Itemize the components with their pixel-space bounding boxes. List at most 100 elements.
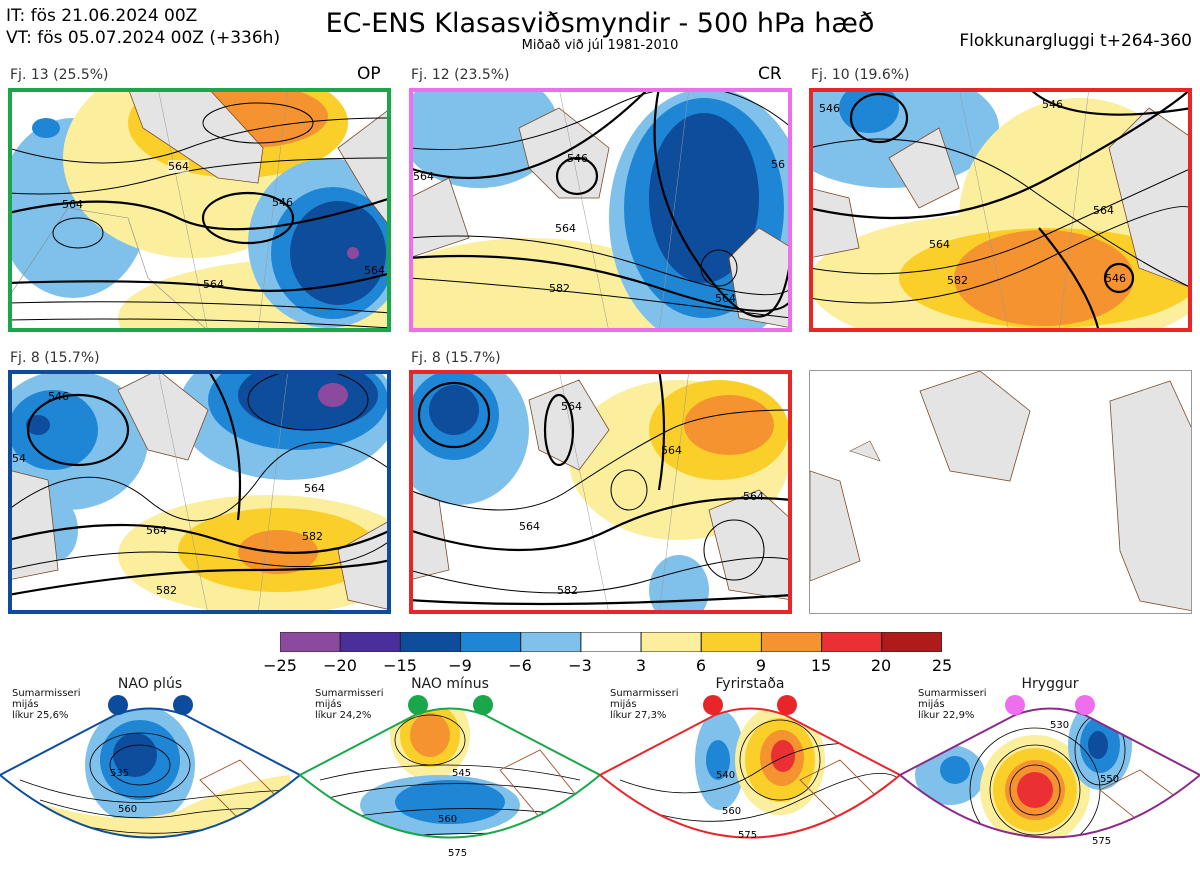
contour-label: 564 (413, 170, 434, 183)
page-title: EC-ENS Klasasviðsmyndir - 500 hPa hæð (325, 8, 875, 39)
contour-label: 560 (722, 806, 742, 817)
regime-1-field (19, 708, 300, 838)
contour-label: 564 (743, 490, 764, 503)
cluster-2-tag: CR (758, 64, 782, 84)
cluster-4-label: Fj. 8 (15.7%) (10, 350, 100, 366)
cluster-map-2: 546 564 564 582 564 56 (409, 88, 792, 332)
contour-label: 582 (549, 282, 570, 295)
contour-label: 564 (519, 520, 540, 533)
contour-label: 564 (661, 444, 682, 457)
regime-1-name: NAO plús (117, 676, 183, 692)
contour-label: 545 (452, 768, 472, 779)
regime-4-info: Sumarmisseri mijás líkur 22,9% (918, 688, 987, 721)
cluster-2-label: Fj. 12 (23.5%) (411, 67, 510, 83)
contour-label: 564 (146, 524, 167, 537)
colorbar-tick: 9 (755, 656, 767, 675)
colorbar-tick: −9 (448, 656, 472, 675)
cluster-3-field (809, 88, 1192, 332)
colorbar-tick: 6 (695, 656, 707, 675)
regime-maps (0, 695, 1200, 839)
cluster-map-5: 564 564 564 564 582 (409, 370, 792, 614)
colorbar-swatch (640, 631, 702, 653)
contour-label: 582 (557, 584, 578, 597)
page-subtitle: Miðað við júl 1981-2010 (521, 38, 679, 53)
contour-label: 546 (567, 152, 588, 165)
contour-label: 564 (715, 292, 736, 305)
contour-label: 564 (555, 222, 576, 235)
contour-label: 564 (929, 238, 950, 251)
cluster-1-label: Fj. 13 (25.5%) (10, 67, 109, 83)
colorbar-tick: 25 (931, 656, 953, 675)
contour-label: 546 (1042, 98, 1063, 111)
colorbar-swatch (520, 631, 582, 653)
colorbar-tick: −6 (508, 656, 532, 675)
contour-label: 564 (304, 482, 325, 495)
contour-label: 564 (203, 278, 224, 291)
contour-label: 546 (1105, 272, 1126, 285)
colorbar-swatch (821, 631, 883, 653)
colorbar-tick: −3 (568, 656, 592, 675)
cluster-3-label: Fj. 10 (19.6%) (811, 67, 910, 83)
contour-label: 546 (272, 196, 293, 209)
colorbar-swatch (700, 631, 762, 653)
cluster-map-1: 564 546 564 564 564 (8, 88, 391, 332)
contour-label: 564 (561, 400, 582, 413)
regime-4-field (915, 708, 1181, 838)
colorbar-swatch (399, 631, 462, 653)
contour-label: 535 (110, 768, 130, 779)
cluster-window: Flokkunargluggi t+264-360 (959, 31, 1192, 51)
regime-4-name: Hryggur (1021, 676, 1079, 692)
cluster-5-label: Fj. 8 (15.7%) (411, 350, 501, 366)
regime-2-info: Sumarmisseri mijás líkur 24,2% (315, 688, 384, 721)
contour-label: 546 (819, 102, 840, 115)
contour-label: 56 (771, 158, 785, 171)
cluster-1-tag: OP (357, 64, 381, 84)
cluster-map-4: 546 564 564 582 582 54 (8, 370, 391, 614)
contour-label: 54 (12, 452, 26, 465)
contour-label: 575 (1092, 836, 1112, 847)
contour-label: 560 (438, 814, 458, 825)
colorbar-swatch (339, 631, 401, 653)
contour-label: 564 (1093, 204, 1114, 217)
colorbar-swatch (460, 631, 522, 653)
contour-label: 575 (448, 848, 468, 859)
colorbar-tick: −25 (263, 656, 297, 675)
cluster-1-field (8, 88, 391, 332)
regime-3-name: Fyrirstaða (715, 676, 785, 692)
contour-label: 560 (118, 804, 138, 815)
contour-label: 582 (156, 584, 177, 597)
colorbar-tick: −15 (383, 656, 417, 675)
contour-label: 564 (62, 198, 83, 211)
cluster-5-field (409, 370, 792, 614)
contour-label: 540 (716, 770, 736, 781)
regime-3-field (619, 708, 900, 838)
cluster-4-field (8, 370, 391, 614)
colorbar-tick: −20 (323, 656, 357, 675)
cluster-2-field (409, 88, 792, 332)
colorbar-swatch (881, 631, 943, 653)
colorbar-swatches (279, 631, 943, 653)
contour-label: 582 (947, 274, 968, 287)
contour-label: 582 (302, 530, 323, 543)
contour-label: 575 (738, 830, 758, 841)
cluster-map-3: 546 546 564 564 582 546 (809, 88, 1192, 332)
colorbar-tick: 20 (870, 656, 892, 675)
contour-label: 564 (364, 264, 385, 277)
base-map (809, 370, 1192, 614)
colorbar-swatch (279, 631, 341, 653)
contour-label: 564 (168, 160, 189, 173)
regime-1-info: Sumarmisseri mijás líkur 25,6% (12, 688, 81, 721)
colorbar-swatch (580, 631, 642, 653)
regime-3-info: Sumarmisseri mijás líkur 27,3% (610, 688, 679, 721)
colorbar-swatch (760, 631, 823, 653)
contour-label: 550 (1100, 774, 1120, 785)
valid-time: VT: fös 05.07.2024 00Z (+336h) (6, 28, 281, 48)
colorbar-tick: 3 (635, 656, 647, 675)
regime-2-name: NAO mínus (411, 676, 489, 692)
init-time: IT: fös 21.06.2024 00Z (6, 6, 198, 26)
colorbar-tick: 15 (810, 656, 832, 675)
contour-label: 546 (48, 390, 69, 403)
contour-label: 530 (1050, 720, 1070, 731)
colorbar (279, 631, 943, 653)
base-map-land (810, 371, 1191, 612)
